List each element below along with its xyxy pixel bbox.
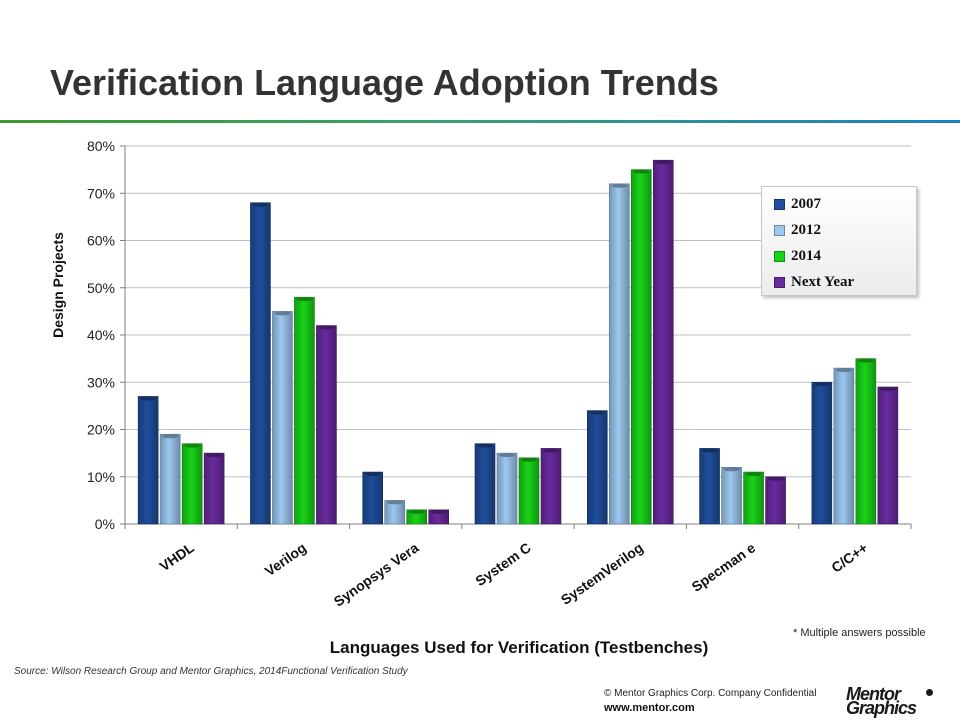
bar-cap bbox=[655, 160, 672, 165]
y-tick-label: 50% bbox=[87, 280, 115, 296]
category-label: Synopsys Vera bbox=[331, 539, 422, 609]
bar-cap bbox=[296, 297, 313, 302]
legend-label: Next Year bbox=[791, 273, 855, 290]
bar-next-year bbox=[540, 448, 562, 525]
bar-2012 bbox=[272, 311, 293, 525]
bar-2007 bbox=[362, 471, 384, 525]
y-tick-label: 80% bbox=[87, 138, 115, 154]
y-tick-label: 60% bbox=[87, 233, 115, 249]
legend-item: Next Year bbox=[774, 269, 916, 295]
source-citation: Source: Wilson Research Group and Mentor… bbox=[14, 666, 408, 677]
bar-cap bbox=[813, 382, 830, 387]
bar-next-year bbox=[877, 386, 899, 525]
legend-swatch bbox=[774, 250, 785, 262]
bar-2012 bbox=[608, 183, 630, 525]
bar-2014 bbox=[630, 169, 652, 525]
bar-2012 bbox=[159, 433, 181, 525]
bar-cap bbox=[543, 448, 559, 453]
legend-swatch bbox=[774, 224, 785, 236]
bar-2007 bbox=[474, 443, 496, 525]
bar-2007 bbox=[586, 410, 608, 525]
company-logo: Mentor Graphics bbox=[846, 685, 933, 717]
title-divider bbox=[0, 120, 960, 123]
bar-2012 bbox=[833, 367, 855, 525]
bar-2007 bbox=[699, 448, 720, 525]
slide-title: Verification Language Adoption Trends bbox=[50, 62, 719, 103]
bar-2007 bbox=[250, 202, 271, 525]
category-label: Specman e bbox=[689, 539, 759, 595]
bar-2014 bbox=[294, 296, 315, 525]
legend-label: 2007 bbox=[791, 195, 821, 212]
y-axis-title: Design Projects bbox=[50, 232, 66, 338]
category-label: C/C++ bbox=[828, 539, 870, 575]
category-label: VHDL bbox=[156, 539, 197, 574]
bar-cap bbox=[140, 396, 157, 401]
bar-cap bbox=[589, 410, 606, 415]
bar-cap bbox=[835, 368, 852, 373]
bar-2014 bbox=[181, 443, 203, 525]
y-tick-label: 10% bbox=[87, 469, 115, 485]
category-label: System C bbox=[472, 539, 533, 589]
bar-cap bbox=[252, 202, 269, 207]
legend-swatch bbox=[774, 276, 785, 288]
bar-2012 bbox=[496, 452, 518, 525]
bar-2007 bbox=[137, 396, 159, 525]
bar-cap bbox=[206, 453, 223, 458]
bar-2012 bbox=[721, 466, 742, 525]
bar-cap bbox=[430, 509, 447, 514]
y-tick-label: 0% bbox=[95, 516, 115, 532]
copyright-text: © Mentor Graphics Corp. Company Confiden… bbox=[604, 688, 817, 699]
bar-cap bbox=[364, 472, 381, 477]
bar-cap bbox=[611, 183, 628, 188]
footnote: * Multiple answers possible bbox=[793, 627, 926, 639]
bar-cap bbox=[633, 169, 650, 174]
bar-cap bbox=[701, 448, 718, 453]
bar-2014 bbox=[855, 358, 877, 525]
bar-cap bbox=[879, 386, 896, 391]
legend-label: 2014 bbox=[791, 247, 821, 264]
legend-item: 2012 bbox=[774, 217, 916, 243]
bar-cap bbox=[521, 457, 537, 462]
category-label: SystemVerilog bbox=[558, 539, 646, 607]
bar-next-year bbox=[316, 325, 337, 525]
website-link[interactable]: www.mentor.com bbox=[604, 702, 695, 714]
bar-cap bbox=[184, 443, 201, 448]
bar-2007 bbox=[811, 381, 833, 525]
y-tick-label: 70% bbox=[87, 185, 115, 201]
bar-next-year bbox=[652, 159, 674, 525]
legend-item: 2007 bbox=[774, 191, 916, 217]
bar-cap bbox=[408, 509, 425, 514]
bar-cap bbox=[499, 453, 515, 458]
bar-cap bbox=[745, 472, 762, 477]
bar-next-year bbox=[765, 476, 786, 525]
bar-cap bbox=[477, 443, 493, 448]
legend-item: 2014 bbox=[774, 243, 916, 269]
y-tick-label: 20% bbox=[87, 422, 115, 438]
legend-swatch bbox=[774, 198, 785, 210]
bar-cap bbox=[162, 434, 179, 439]
category-label: Verilog bbox=[262, 539, 309, 579]
x-axis-title: Languages Used for Verification (Testben… bbox=[330, 638, 709, 657]
bar-cap bbox=[723, 467, 740, 472]
legend-label: 2012 bbox=[791, 221, 821, 238]
bar-cap bbox=[386, 500, 403, 505]
bar-cap bbox=[767, 476, 784, 481]
bar-cap bbox=[318, 325, 335, 330]
chart-legend: 2007 2012 2014 Next Year bbox=[761, 186, 917, 296]
bar-next-year bbox=[203, 452, 225, 525]
bar-2014 bbox=[518, 457, 540, 525]
bar-cap bbox=[857, 358, 874, 363]
bar-2014 bbox=[743, 471, 764, 525]
y-tick-label: 40% bbox=[87, 327, 115, 343]
y-tick-label: 30% bbox=[87, 374, 115, 390]
bar-cap bbox=[274, 311, 291, 316]
